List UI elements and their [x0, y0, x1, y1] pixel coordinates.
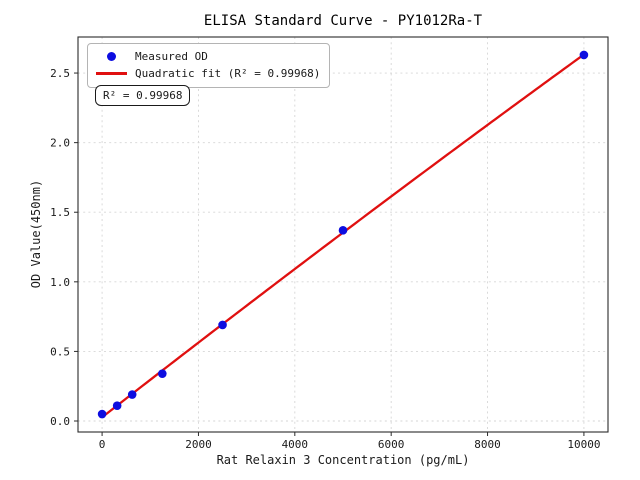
scatter-point [218, 320, 227, 330]
chart-title: ELISA Standard Curve - PY1012Ra-T [203, 13, 483, 29]
legend-marker-cell [94, 52, 128, 61]
x-tick-label: 8000 [474, 438, 501, 451]
y-axis-label: OD Value(450nm) [29, 179, 43, 289]
x-axis-label: Rat Relaxin 3 Concentration (pg/mL) [216, 453, 470, 467]
y-tick-label: 0.5 [50, 345, 70, 358]
plot-border [77, 36, 609, 433]
legend: Measured OD Quadratic fit (R² = 0.99968) [87, 43, 331, 88]
x-tick-label: 0 [99, 438, 106, 451]
legend-item-quadratic-fit: Quadratic fit (R² = 0.99968) [94, 65, 320, 82]
r-squared-annotation: R² = 0.99968 [95, 85, 191, 106]
x-tick-label: 6000 [378, 438, 405, 451]
legend-label-quadratic-fit: Quadratic fit (R² = 0.99968) [135, 67, 321, 80]
scatter-point [127, 390, 137, 399]
scatter-point [579, 50, 589, 60]
scatter-marker-icon [106, 52, 116, 61]
y-tick-label: 2.5 [50, 67, 70, 80]
x-tick-label: 10000 [567, 438, 600, 451]
legend-label-measured-od: Measured OD [135, 50, 208, 63]
y-tick-label: 0.0 [50, 415, 70, 428]
fit-line-icon [95, 72, 127, 75]
y-tick-label: 2.0 [50, 137, 70, 150]
x-tick-label: 2000 [185, 438, 212, 451]
y-tick-label: 1.0 [50, 276, 70, 289]
scatter-point [338, 226, 348, 235]
legend-marker-cell [94, 72, 128, 75]
quadratic-fit-line [101, 53, 585, 419]
legend-item-measured-od: Measured OD [94, 48, 320, 65]
scatter-point [158, 369, 167, 378]
scatter-point [97, 409, 107, 419]
x-tick-label: 4000 [282, 438, 309, 451]
scatter-point [112, 401, 122, 410]
y-tick-label: 1.5 [50, 206, 70, 219]
